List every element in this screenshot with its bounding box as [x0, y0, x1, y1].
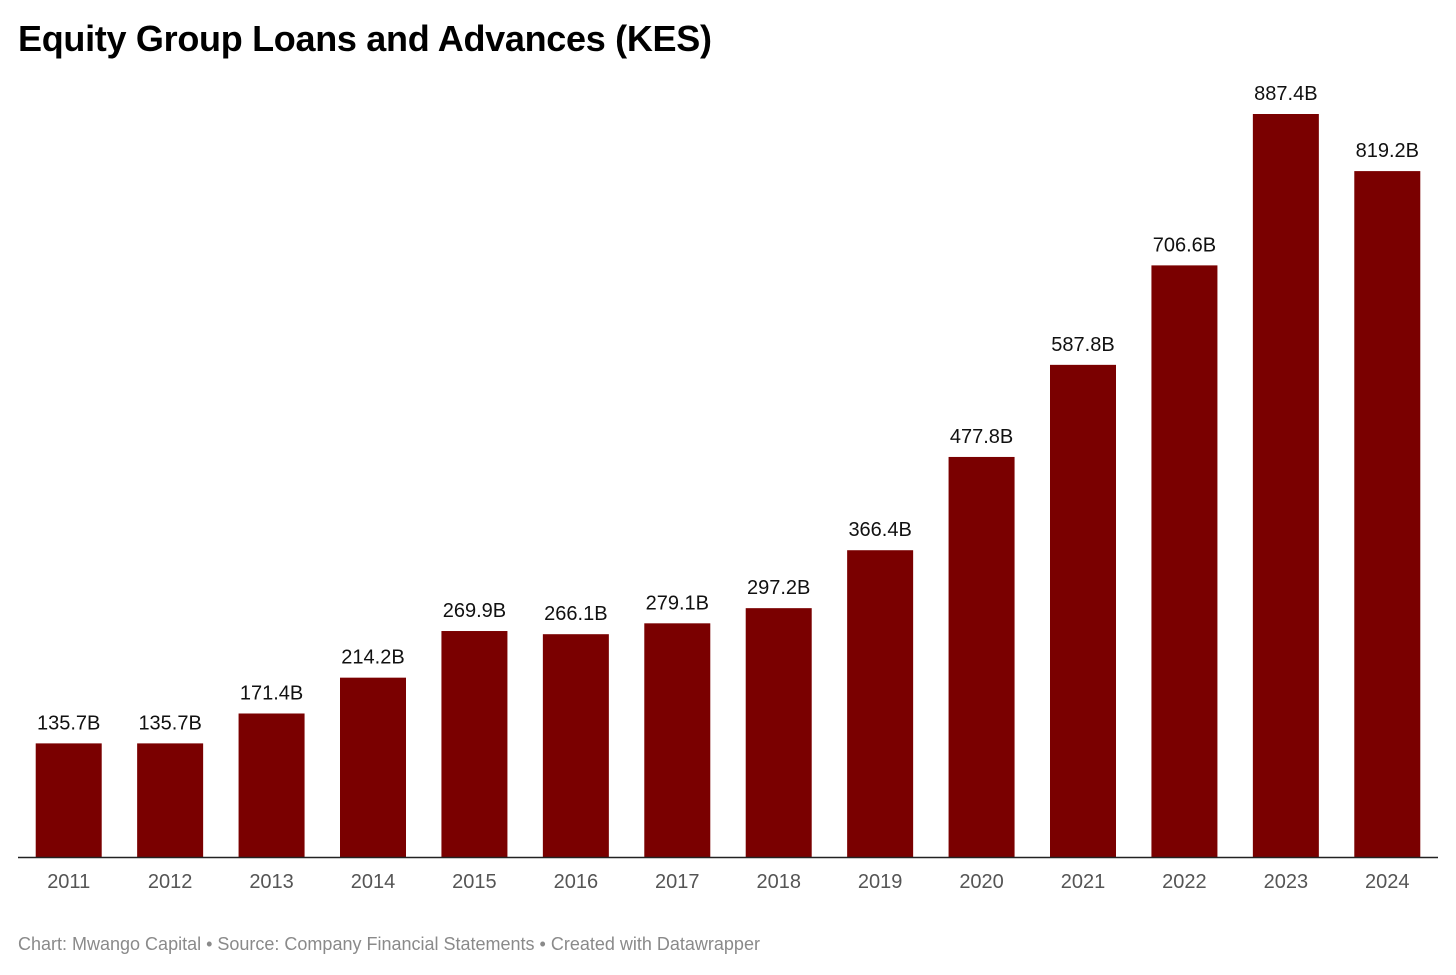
chart-footer: Chart: Mwango Capital • Source: Company … — [18, 934, 760, 954]
x-tick-label-2013: 2013 — [249, 871, 294, 893]
bar-2024 — [1354, 171, 1421, 858]
bar-2012 — [137, 743, 204, 857]
value-label-2019: 366.4B — [848, 519, 911, 541]
x-tick-label-2012: 2012 — [148, 871, 193, 893]
value-label-2013: 171.4B — [240, 682, 303, 704]
x-tick-label-2016: 2016 — [554, 871, 599, 893]
x-axis-tick-labels: 2011 2012 2013 2014 2015 2016 2017 2018 2019 2020… — [47, 871, 1409, 893]
x-tick-label-2022: 2022 — [1162, 871, 1207, 893]
chart-title: Equity Group Loans and Advances (KES) — [18, 18, 712, 59]
x-tick-label-2018: 2018 — [756, 871, 801, 893]
value-labels-layer: 135.7B 135.7B 171.4B 214.2B 269.9B 266.1B 279.… — [37, 83, 1419, 734]
value-label-2011: 135.7B — [37, 712, 100, 734]
bar-2014 — [340, 677, 406, 857]
value-label-2023: 887.4B — [1254, 83, 1317, 105]
bar-2013 — [238, 713, 305, 857]
x-tick-label-2011: 2011 — [47, 871, 90, 893]
bar-2016 — [542, 634, 609, 857]
bar-2015 — [441, 631, 508, 857]
value-label-2020: 477.8B — [950, 426, 1013, 448]
x-tick-label-2023: 2023 — [1264, 871, 1309, 893]
bar-2020 — [948, 456, 1015, 857]
x-tick-label-2020: 2020 — [959, 871, 1004, 893]
bar-2019 — [847, 550, 914, 857]
bar-2021 — [1050, 364, 1116, 857]
value-label-2021: 587.8B — [1051, 334, 1114, 356]
value-label-2015: 269.9B — [443, 600, 506, 622]
bar-2022 — [1151, 265, 1218, 857]
x-tick-label-2014: 2014 — [351, 871, 396, 893]
x-tick-label-2019: 2019 — [858, 871, 903, 893]
value-label-2024: 819.2B — [1356, 140, 1419, 162]
value-label-2014: 214.2B — [341, 647, 404, 669]
bar-2018 — [745, 608, 812, 857]
bar-2023 — [1252, 114, 1319, 857]
x-tick-label-2021: 2021 — [1061, 871, 1106, 893]
value-label-2017: 279.1B — [646, 592, 709, 614]
value-label-2018: 297.2B — [747, 577, 810, 599]
x-tick-label-2017: 2017 — [655, 871, 700, 893]
bar-2011 — [35, 743, 102, 857]
bars-layer — [35, 114, 1421, 858]
bar-2017 — [644, 623, 711, 857]
x-tick-label-2024: 2024 — [1365, 871, 1410, 893]
value-label-2016: 266.1B — [544, 603, 607, 625]
value-label-2022: 706.6B — [1153, 234, 1216, 256]
x-tick-label-2015: 2015 — [452, 871, 497, 893]
value-label-2012: 135.7B — [138, 712, 201, 734]
